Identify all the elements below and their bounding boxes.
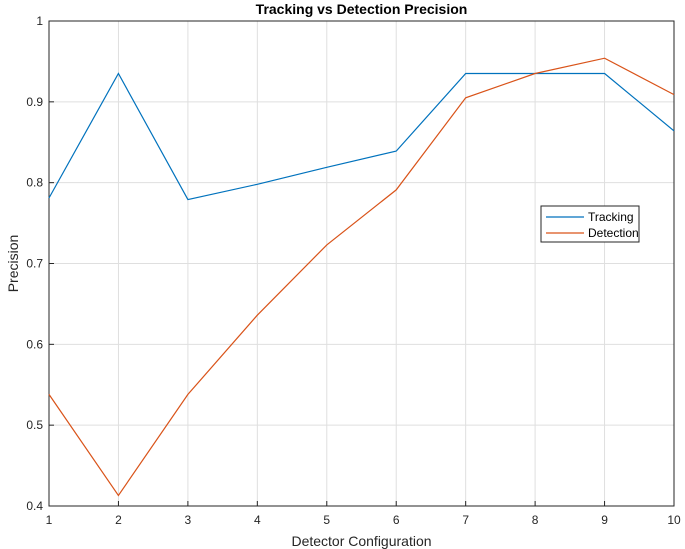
series-line-tracking	[48, 72, 675, 201]
legend-label-tracking: Tracking	[588, 210, 634, 224]
x-tick-label: 1	[46, 513, 53, 527]
y-tick-label: 0.5	[26, 418, 43, 432]
legend: Tracking Detection	[540, 205, 640, 243]
x-tick-label: 8	[532, 513, 539, 527]
x-tick-label: 10	[667, 513, 681, 527]
axis-ticks: 1 2 3 4 5 6 7 8 9 10 0.4 0.5 0.6 0.7 0.8 0.9 1	[26, 14, 681, 527]
x-tick-label: 6	[393, 513, 400, 527]
y-tick-label: 0.6	[26, 337, 43, 351]
x-axis-label: Detector Configuration	[291, 533, 431, 549]
x-tick-label: 9	[601, 513, 608, 527]
x-tick-label: 7	[462, 513, 469, 527]
y-tick-label: 1	[36, 14, 43, 28]
series-line-detection	[48, 57, 675, 497]
x-tick-label: 3	[185, 513, 192, 527]
x-tick-label: 5	[323, 513, 330, 527]
series-layer	[48, 57, 675, 497]
y-tick-label: 0.8	[26, 176, 43, 190]
y-tick-label: 0.9	[26, 95, 43, 109]
y-tick-label: 0.7	[26, 257, 43, 271]
x-tick-label: 2	[115, 513, 122, 527]
x-tick-label: 4	[254, 513, 261, 527]
legend-box	[540, 205, 640, 243]
y-axis-label: Precision	[5, 235, 21, 293]
chart-title: Tracking vs Detection Precision	[256, 1, 468, 17]
legend-label-detection: Detection	[588, 226, 639, 240]
y-tick-label: 0.4	[26, 499, 43, 513]
